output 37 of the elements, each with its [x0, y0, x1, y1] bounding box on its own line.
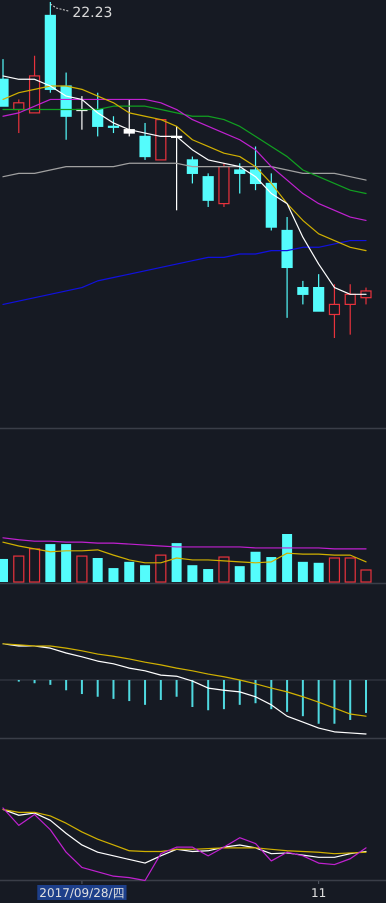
bar: [218, 556, 230, 583]
bar: [108, 568, 118, 582]
bar: [298, 562, 308, 582]
candlestick: [186, 156, 198, 184]
bar: [328, 557, 340, 583]
bar: [203, 569, 214, 582]
candlestick: [234, 162, 246, 194]
candlestick: [13, 98, 24, 134]
candlestick: [139, 122, 151, 161]
bar: [45, 544, 56, 582]
bar: [314, 562, 324, 582]
bar: [28, 548, 40, 583]
candlestick: [297, 280, 308, 305]
candlestick: [344, 284, 356, 336]
bar: [76, 555, 88, 583]
bar: [124, 562, 134, 582]
bar: [13, 555, 24, 583]
bar: [344, 557, 356, 583]
candlestick: [328, 284, 340, 339]
candlestick: [202, 172, 214, 208]
bar: [172, 543, 182, 582]
bar: [282, 534, 292, 582]
bar: [266, 557, 276, 582]
candlestick: [92, 92, 104, 137]
candlestick: [360, 287, 372, 305]
bar: [155, 554, 166, 583]
bar: [92, 558, 103, 582]
annotation: 22.23: [72, 5, 112, 21]
candlestick: [108, 116, 120, 134]
bar: [187, 565, 198, 582]
candlestick: [313, 274, 324, 312]
x-tick-label: 11: [311, 886, 326, 900]
bar: [360, 569, 372, 583]
bar: [61, 544, 72, 582]
bar: [140, 565, 150, 582]
bar: [250, 552, 261, 582]
bar: [234, 566, 245, 582]
